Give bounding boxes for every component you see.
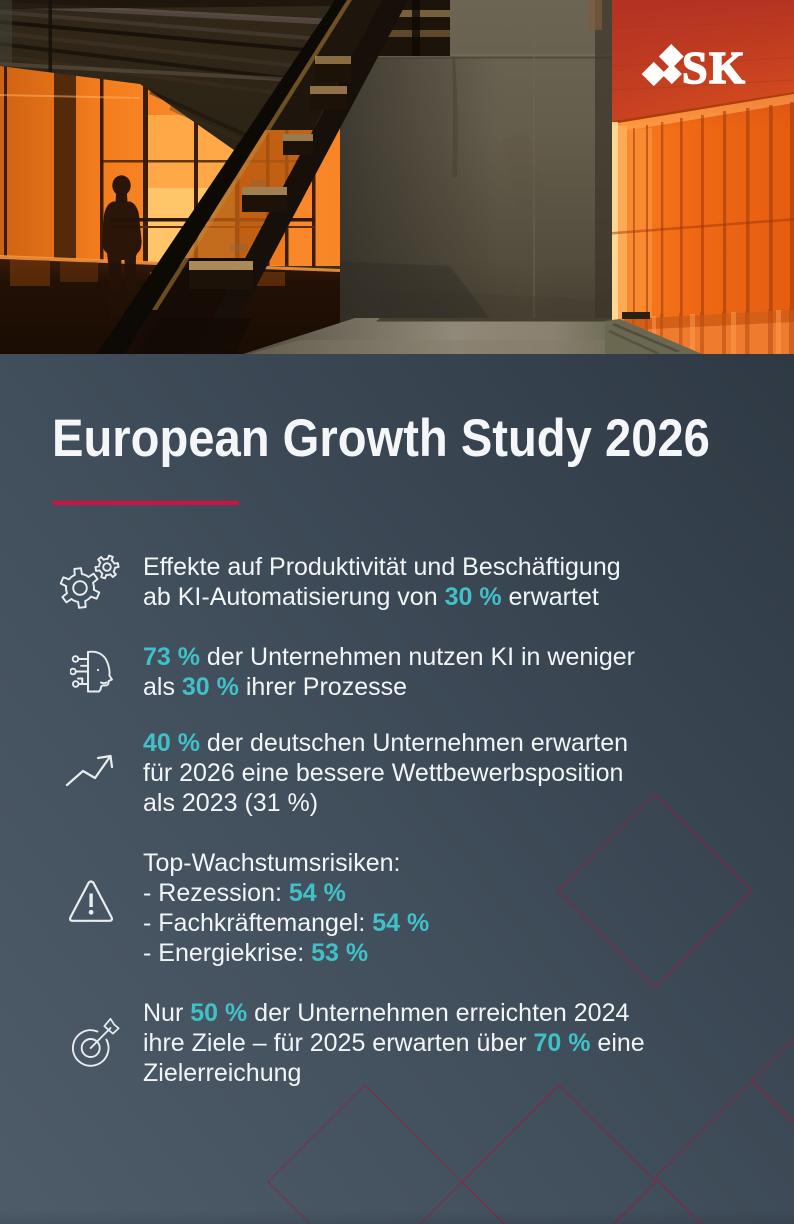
svg-text:SK: SK: [682, 42, 746, 93]
